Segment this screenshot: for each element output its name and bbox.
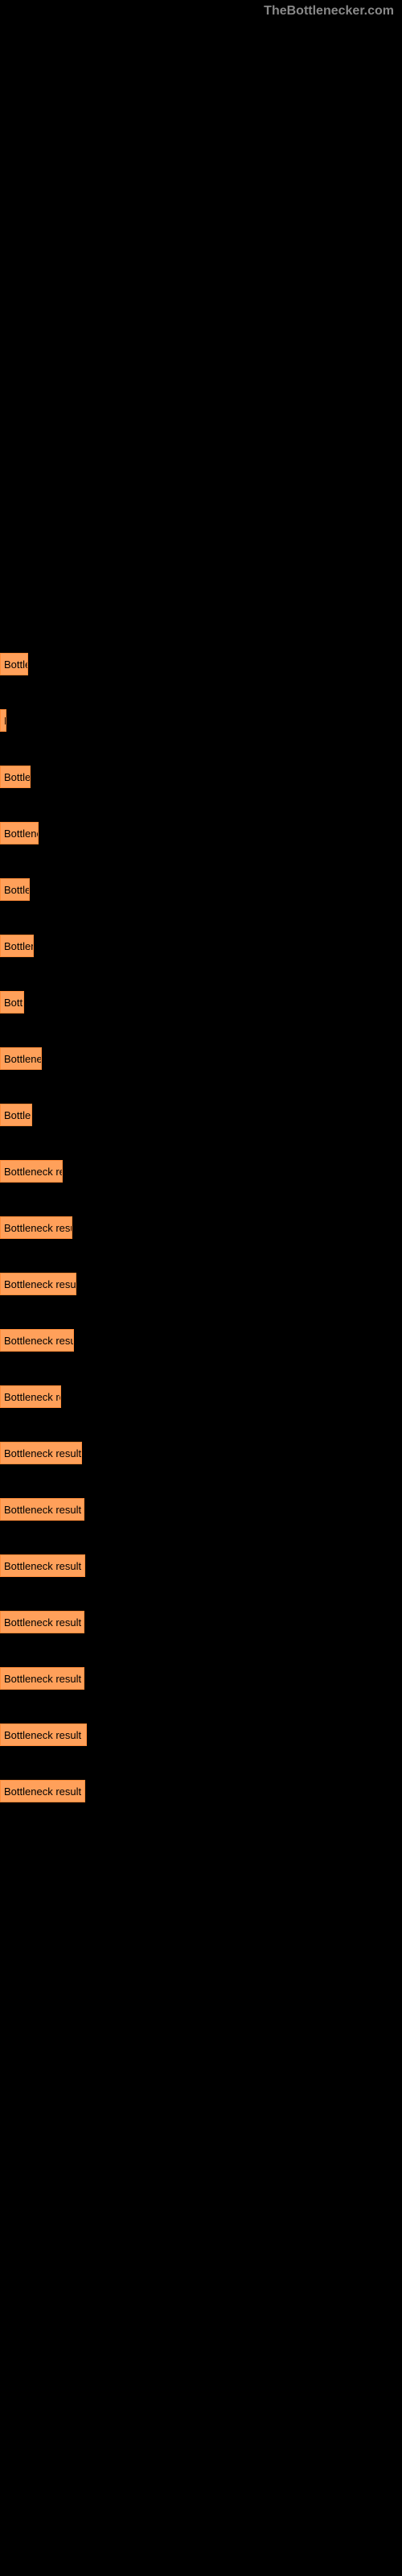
bar-row: Bottleneck result [0,1779,402,1803]
bar-row: Bottleneck result [0,1723,402,1747]
watermark-text: TheBottlenecker.com [264,4,394,19]
bar-1: Bottleneck result [0,709,6,732]
bar-row: Bottleneck result [0,1159,402,1183]
bar-17: Bottleneck result [0,1611,84,1633]
bar-6: Bottleneck result [0,991,24,1013]
bar-11: Bottleneck result [0,1273,76,1295]
bar-row: Bottleneck result [0,1046,402,1071]
bar-20: Bottleneck result [0,1780,85,1802]
bar-row: Bottleneck result [0,708,402,733]
bar-19: Bottleneck result [0,1724,87,1746]
spacer [0,0,402,644]
bar-10: Bottleneck result [0,1216,72,1239]
bar-row: Bottleneck result [0,765,402,789]
bar-row: Bottleneck result [0,1272,402,1296]
bar-16: Bottleneck result [0,1554,85,1577]
bar-row: Bottleneck result [0,652,402,676]
bar-row: Bottleneck result [0,1610,402,1634]
bar-row: Bottleneck result [0,1216,402,1240]
bar-row: Bottleneck result [0,877,402,902]
bar-18: Bottleneck result [0,1667,84,1690]
bar-4: Bottleneck result [0,878,30,901]
bar-row: Bottleneck result [0,1103,402,1127]
bar-row: Bottleneck result [0,821,402,845]
bar-8: Bottleneck result [0,1104,32,1126]
bar-row: Bottleneck result [0,1554,402,1578]
bar-chart: Bottleneck result Bottleneck result Bott… [0,644,402,1843]
bar-5: Bottleneck result [0,935,34,957]
bar-13: Bottleneck result [0,1385,61,1408]
bar-row: Bottleneck result [0,934,402,958]
bar-15: Bottleneck result [0,1498,84,1521]
bar-row: Bottleneck result [0,1441,402,1465]
bar-row: Bottleneck result [0,1385,402,1409]
bar-3: Bottleneck result [0,822,39,844]
bar-14: Bottleneck result [0,1442,82,1464]
bar-9: Bottleneck result [0,1160,63,1183]
bar-0: Bottleneck result [0,653,28,675]
bar-12: Bottleneck result [0,1329,74,1352]
bar-row: Bottleneck result [0,1666,402,1690]
bar-row: Bottleneck result [0,990,402,1014]
bar-row: Bottleneck result [0,1328,402,1352]
bar-2: Bottleneck result [0,766,31,788]
bar-row: Bottleneck result [0,1497,402,1521]
bar-7: Bottleneck result [0,1047,42,1070]
